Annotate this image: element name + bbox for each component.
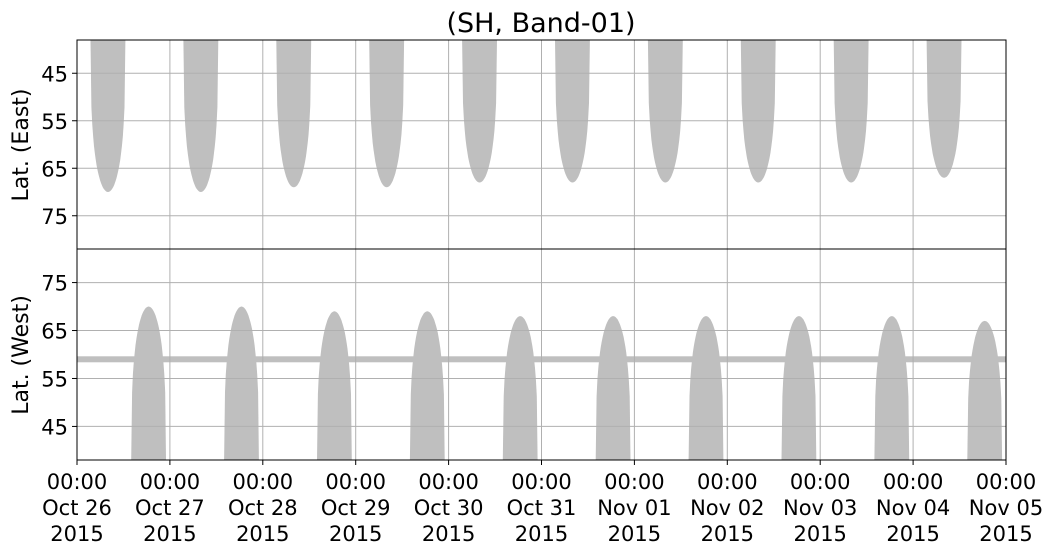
x-tick-label: Nov 04 [876, 496, 950, 520]
west-panel: 45 55 65 75 Lat. (West) [9, 248, 1007, 461]
y-tick-label: 55 [41, 110, 68, 134]
coverage-region [926, 40, 962, 178]
x-tick-label: 2015 [608, 522, 661, 546]
x-tick-label: Oct 29 [321, 496, 391, 520]
coverage-region [462, 40, 497, 183]
coverage-region [781, 316, 817, 460]
coverage-region [555, 40, 590, 183]
coverage-region [131, 306, 166, 460]
x-tick-label: 2015 [236, 522, 289, 546]
y-tick-label: 65 [41, 320, 68, 344]
coverage-region [502, 316, 538, 460]
east-panel: 45 55 65 75 Lat. (East) [9, 39, 1007, 250]
x-tick-label: Oct 26 [42, 496, 112, 520]
x-tick-label: 2015 [886, 522, 939, 546]
x-tick-label: Oct 27 [135, 496, 205, 520]
y-tick-label: 75 [41, 205, 68, 229]
x-tick-label: 00:00 [140, 470, 201, 494]
west-y-axis-label: Lat. (West) [9, 295, 34, 415]
x-tick-label: Nov 05 [969, 496, 1043, 520]
x-tick-label: 2015 [422, 522, 475, 546]
coverage-region [967, 320, 1003, 460]
x-tick-label: 00:00 [883, 470, 944, 494]
east-coverage [90, 40, 962, 192]
x-tick-label: 2015 [329, 522, 382, 546]
x-tick-label: 2015 [50, 522, 103, 546]
coverage-region [409, 311, 445, 460]
coverage-region [224, 306, 259, 460]
coverage-region [276, 40, 312, 188]
x-tick-label: Nov 02 [690, 496, 764, 520]
x-tick-label: Oct 31 [507, 496, 577, 520]
x-tick-label: 00:00 [233, 470, 294, 494]
coverage-region [647, 40, 683, 183]
x-tick-label: Nov 03 [783, 496, 857, 520]
x-tick-label: 2015 [143, 522, 196, 546]
x-tick-label: 00:00 [47, 470, 108, 494]
coverage-region [688, 316, 724, 460]
y-tick-label: 45 [41, 415, 68, 439]
x-tick-label: 2015 [793, 522, 846, 546]
west-grid [76, 249, 1007, 460]
y-tick-label: 75 [41, 272, 68, 296]
coverage-region [369, 40, 405, 188]
coverage-region [183, 40, 219, 192]
west-y-ticks: 45 55 65 75 [41, 272, 77, 439]
x-tick-label: 2015 [701, 522, 754, 546]
y-tick-label: 45 [41, 62, 68, 86]
coverage-region [740, 40, 776, 183]
x-tick-label: 00:00 [511, 470, 572, 494]
coverage-region [317, 311, 352, 460]
chart-title: (SH, Band-01) [446, 8, 635, 39]
x-tick-label: 00:00 [976, 470, 1037, 494]
coverage-region [833, 40, 869, 183]
coverage-region [874, 316, 910, 460]
y-tick-label: 65 [41, 157, 68, 181]
x-tick-label: 00:00 [325, 470, 386, 494]
east-y-ticks: 45 55 65 75 [41, 62, 77, 229]
coverage-region [595, 316, 631, 460]
x-tick-label: Oct 30 [414, 496, 484, 520]
x-tick-label: 00:00 [790, 470, 851, 494]
x-tick-label: 00:00 [418, 470, 479, 494]
x-tick-label: 2015 [515, 522, 568, 546]
x-tick-label: Nov 01 [597, 496, 671, 520]
east-y-axis-label: Lat. (East) [9, 89, 34, 202]
coverage-region [90, 40, 126, 192]
x-tick-label: Oct 28 [228, 496, 298, 520]
x-tick-label: 00:00 [604, 470, 665, 494]
y-tick-label: 55 [41, 367, 68, 391]
x-tick-label: 2015 [979, 522, 1032, 546]
x-tick-label: 00:00 [697, 470, 758, 494]
